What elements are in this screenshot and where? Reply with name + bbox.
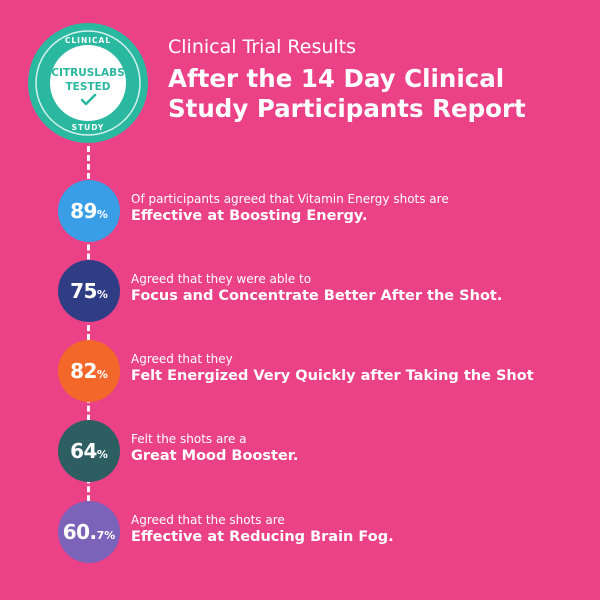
- stat-item: 75% Agreed that they were able to Focus …: [58, 260, 598, 322]
- stat-item: 82% Agreed that they Felt Energized Very…: [58, 340, 598, 402]
- stat-percentage-circle: 82%: [58, 340, 120, 402]
- page-subtitle: Clinical Trial Results: [168, 36, 357, 58]
- stat-item: 60. 7% Agreed that the shots are Effectiv…: [58, 501, 598, 563]
- header: Clinical Trial Results After the 14 Day …: [168, 36, 588, 124]
- page-title-line1: After the 14 Day Clinical: [168, 64, 505, 93]
- stat-value: 60.: [62, 520, 97, 544]
- badge-brand-line1: CITRUSLABS: [51, 67, 124, 79]
- badge-center: [50, 45, 126, 121]
- stat-unit: 7%: [96, 528, 116, 542]
- page-title-line2: Study Participants Report: [168, 94, 526, 123]
- stat-item: 89% Of participants agreed that Vitamin …: [58, 180, 598, 242]
- stat-item: 64% Felt the shots are a Great Mood Boos…: [58, 420, 598, 482]
- badge-inner-ring-line: [35, 30, 141, 136]
- stat-unit: %: [96, 447, 108, 461]
- stat-value: 89: [70, 199, 97, 223]
- stat-description: Of participants agreed that Vitamin Ener…: [131, 192, 449, 206]
- stat-unit: %: [96, 207, 108, 221]
- stat-unit: %: [96, 367, 108, 381]
- stat-highlight: Focus and Concentrate Better After the S…: [131, 288, 503, 304]
- stat-percentage-circle: 64%: [58, 420, 120, 482]
- stat-value: 82: [70, 359, 97, 383]
- stat-percentage-circle: 60. 7%: [58, 501, 120, 563]
- stat-description: Agreed that they were able to: [131, 272, 312, 286]
- stat-value: 64: [70, 439, 97, 463]
- badge-brand-line2: TESTED: [66, 81, 111, 93]
- clinical-study-badge: CLINICAL STUDY CITRUSLABS TESTED: [28, 23, 148, 143]
- stat-percentage-circle: 75%: [58, 260, 120, 322]
- stat-highlight: Felt Energized Very Quickly after Taking…: [131, 368, 534, 384]
- badge-bottom-text: STUDY: [72, 123, 105, 132]
- stat-value: 75: [70, 279, 97, 303]
- page-title: After the 14 Day Clinical Study Particip…: [168, 64, 588, 124]
- stat-description: Felt the shots are a: [131, 432, 247, 446]
- stat-percentage-circle: 89%: [58, 180, 120, 242]
- stat-description: Agreed that the shots are: [131, 513, 285, 527]
- stat-unit: %: [96, 287, 108, 301]
- stat-highlight: Effective at Reducing Brain Fog.: [131, 529, 394, 545]
- check-icon: [80, 93, 97, 106]
- stat-highlight: Effective at Boosting Energy.: [131, 208, 368, 224]
- badge-top-text: CLINICAL: [65, 36, 111, 45]
- stat-highlight: Great Mood Booster.: [131, 448, 299, 464]
- stat-description: Agreed that they: [131, 352, 233, 366]
